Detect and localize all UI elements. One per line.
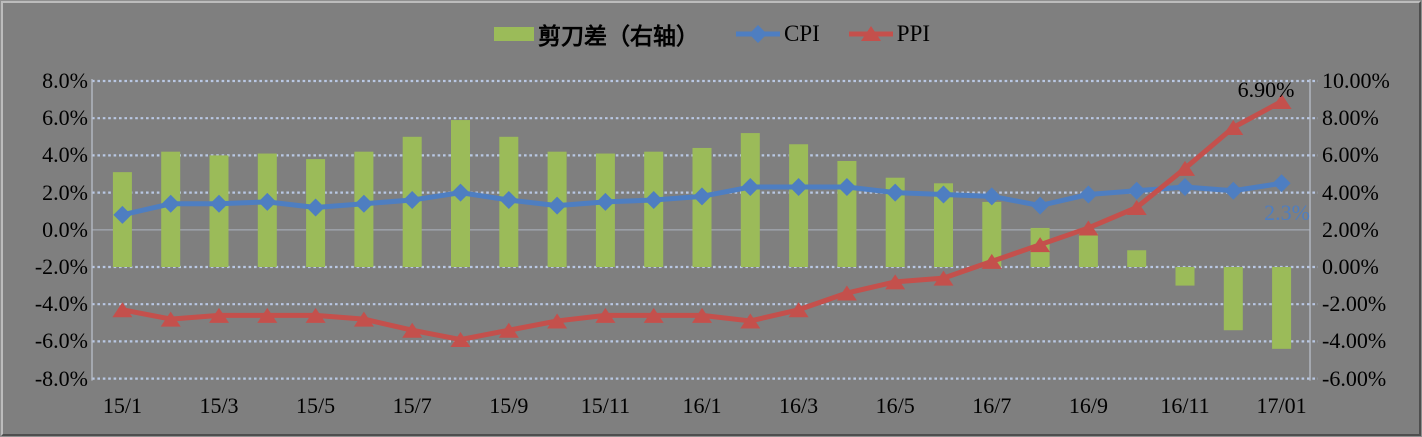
ppi-marker — [595, 307, 616, 323]
ppi-marker — [1175, 160, 1195, 176]
scissors-bar — [1175, 267, 1195, 286]
scissors-bar — [789, 144, 809, 267]
ppi-marker — [836, 285, 857, 301]
cpi-marker — [741, 178, 760, 197]
cpi-marker — [1031, 196, 1050, 215]
cpi-marker — [451, 183, 470, 202]
cpi-marker — [789, 178, 808, 197]
scissors-bar — [1223, 267, 1243, 331]
cpi-marker — [837, 178, 856, 197]
cpi-marker — [1127, 181, 1146, 200]
ppi-marker — [498, 322, 519, 338]
scissors-bar — [885, 177, 905, 267]
legend-label-ppi: PPI — [896, 21, 931, 46]
ppi-marker — [885, 274, 906, 290]
cpi-marker — [354, 194, 373, 213]
scissors-bar — [934, 183, 953, 267]
cpi-marker — [1224, 181, 1243, 200]
scissors-bar — [982, 201, 1002, 267]
cpi-marker — [161, 194, 180, 213]
cpi-marker — [1079, 185, 1098, 204]
cpi-marker — [548, 196, 567, 215]
ppi-marker — [788, 302, 809, 318]
cpi-marker — [644, 191, 663, 210]
scissors-bar — [1078, 233, 1098, 267]
legend-item-scissors: 剪刀差（右轴） — [494, 17, 699, 51]
cpi-marker — [596, 192, 615, 211]
ppi-marker — [1078, 220, 1099, 236]
ppi-marker — [112, 302, 133, 318]
legend-item-cpi: CPI — [736, 21, 820, 47]
legend-label-cpi: CPI — [784, 21, 820, 46]
ppi-marker — [740, 313, 761, 329]
legend-label-scissors: 剪刀差（右轴） — [538, 24, 699, 49]
cpi-marker — [258, 192, 277, 211]
ppi-marker — [933, 270, 954, 286]
ppi-marker — [692, 307, 712, 323]
cpi-line-diamond-icon — [736, 25, 780, 43]
ppi-marker — [981, 253, 1002, 269]
cpi-marker — [499, 191, 518, 210]
ppi-marker — [1223, 120, 1244, 135]
ppi-marker — [305, 307, 326, 323]
ppi-marker — [1030, 237, 1051, 253]
cpi-marker — [982, 187, 1001, 206]
ppi-marker — [1126, 199, 1147, 215]
ppi-marker — [402, 322, 423, 338]
ppi-marker — [450, 332, 471, 348]
cpi-marker — [693, 187, 711, 206]
cpi-marker — [113, 205, 132, 224]
ppi-line-triangle-icon — [848, 26, 893, 41]
scissors-bar — [644, 151, 664, 267]
ppi-marker — [209, 307, 229, 323]
scissors-bar — [1127, 250, 1147, 267]
cpi-marker — [886, 183, 905, 202]
scissors-bar — [837, 160, 857, 267]
cpi-marker — [1272, 174, 1291, 193]
legend: 剪刀差（右轴） CPI PPI — [494, 21, 931, 49]
cpi-last-value-annotation: 2.3% — [1264, 200, 1310, 225]
ppi-marker — [353, 311, 374, 327]
cpi-marker — [403, 191, 422, 210]
bar-swatch-icon — [494, 27, 534, 41]
cpi-marker — [1176, 178, 1194, 197]
scissors-bar — [692, 147, 712, 267]
ppi-marker — [1271, 93, 1292, 109]
scissors-bar — [1272, 267, 1292, 349]
cpi-marker — [210, 194, 228, 213]
cpi-marker — [306, 198, 325, 217]
cpi-marker — [934, 185, 953, 204]
ppi-marker — [643, 307, 664, 323]
scissors-bar — [740, 133, 760, 267]
ppi-marker — [547, 313, 568, 329]
ppi-last-value-annotation: 6.90% — [1237, 77, 1295, 102]
ppi-marker — [257, 307, 278, 323]
ppi-marker — [160, 311, 181, 327]
legend-item-ppi: PPI — [848, 21, 931, 47]
